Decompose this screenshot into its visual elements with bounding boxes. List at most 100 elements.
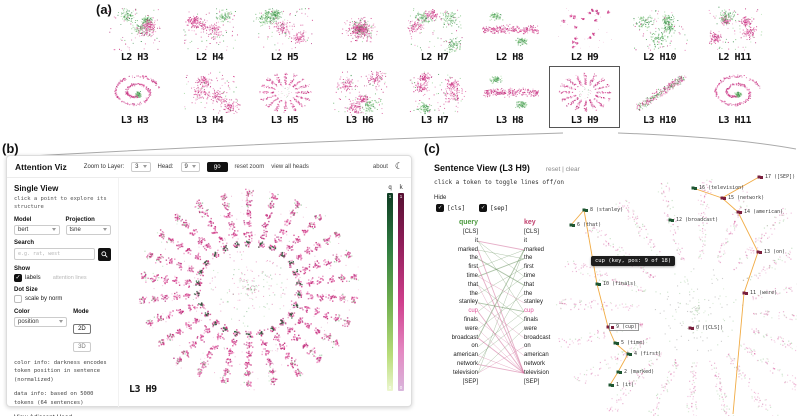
data-info-text: data info: based on 5000 tokens (64 sent… xyxy=(14,391,94,406)
head-thumb-label: L2 H9 xyxy=(570,52,599,63)
key-token[interactable]: the xyxy=(524,290,533,297)
token-columns: query [CLS] it marked the first time that the sta… xyxy=(428,218,578,390)
chevron-down-icon xyxy=(142,165,147,168)
layer-select[interactable]: 3 xyxy=(131,161,151,172)
key-token[interactable]: stanley xyxy=(524,299,544,306)
query-token[interactable]: cup xyxy=(468,308,478,315)
key-token[interactable]: it xyxy=(524,237,527,244)
key-token[interactable]: were xyxy=(524,325,538,332)
head-scatter-thumb xyxy=(402,67,467,117)
query-token[interactable]: it xyxy=(475,237,478,244)
query-token[interactable]: [SEP] xyxy=(462,378,478,385)
panel-b-label: (b) xyxy=(2,141,19,156)
head-select[interactable]: 9 xyxy=(180,161,200,172)
model-select[interactable]: bert xyxy=(14,224,60,235)
projection-select[interactable]: tsne xyxy=(65,224,111,235)
query-token[interactable]: finals xyxy=(463,316,478,323)
query-token[interactable]: the xyxy=(469,255,478,262)
color-label: Color xyxy=(14,308,30,315)
plot-head-label: L3 H9 xyxy=(129,384,157,395)
reset-zoom-link[interactable]: reset zoom xyxy=(234,163,265,170)
key-token[interactable]: [CLS] xyxy=(524,229,540,235)
legend-top-value: 1 xyxy=(399,194,403,199)
head-thumb-label: L3 H6 xyxy=(345,115,374,126)
mode-2d-button[interactable]: 2D xyxy=(73,323,91,334)
query-token[interactable]: stanley xyxy=(458,299,478,306)
scale-by-norm-label: scale by norm xyxy=(25,295,63,302)
key-token[interactable]: broadcast xyxy=(524,334,551,341)
query-legend-label: q xyxy=(388,184,392,191)
single-view-title: Single View xyxy=(14,184,59,193)
key-token[interactable]: [SEP] xyxy=(524,378,540,385)
key-token[interactable]: on xyxy=(524,343,531,350)
key-token-column: key [CLS] it marked the first time that the stanl… xyxy=(524,218,574,386)
hide-cls-label: [cls] xyxy=(447,204,466,212)
color-select-value: position xyxy=(18,318,39,325)
head-thumb-label: L3 H9 xyxy=(570,115,599,126)
query-token[interactable]: first xyxy=(468,264,478,271)
query-column-header: query xyxy=(458,219,478,226)
show-label: Show xyxy=(14,265,30,272)
key-token[interactable]: cup xyxy=(524,308,534,315)
key-gradient-bar: 1 0 xyxy=(398,193,404,391)
search-input[interactable] xyxy=(14,248,95,260)
head-scatter-thumb xyxy=(177,4,242,54)
query-token[interactable]: were xyxy=(464,325,478,332)
key-token[interactable]: television xyxy=(524,369,550,376)
view-all-heads-link[interactable]: view all heads xyxy=(271,163,309,170)
key-token[interactable]: that xyxy=(524,281,535,288)
head-scatter-thumb xyxy=(702,4,767,54)
key-token[interactable]: finals xyxy=(524,316,539,323)
scale-by-norm-checkbox[interactable] xyxy=(14,294,22,303)
query-token[interactable]: network xyxy=(456,360,478,367)
projection-select-value: tsne xyxy=(69,226,81,233)
key-token[interactable]: american xyxy=(524,352,549,359)
about-link[interactable]: about xyxy=(372,163,388,170)
head-grid: L2 H3 L2 H4 L2 H5 L2 H6 L2 H7 L2 H8 L2 H9 L2 H1… xyxy=(99,3,770,128)
head-scatter-thumb xyxy=(552,67,617,117)
key-token[interactable]: time xyxy=(524,272,536,279)
head-thumb-label: L3 H3 xyxy=(120,115,149,126)
query-token[interactable]: american xyxy=(453,352,478,359)
key-token[interactable]: marked xyxy=(524,246,545,253)
key-token[interactable]: the xyxy=(524,255,533,262)
query-token[interactable]: [CLS] xyxy=(462,229,478,235)
key-token[interactable]: network xyxy=(524,360,546,367)
go-button[interactable]: go xyxy=(206,161,228,172)
head-thumb-label: L2 H11 xyxy=(717,52,752,63)
query-token[interactable]: television xyxy=(452,369,478,376)
head-thumbnail-l3-h7: L3 H7 xyxy=(399,66,470,128)
hide-sep-checkbox[interactable]: ✓ xyxy=(479,204,488,212)
head-thumbnail-l2-h9: L2 H9 xyxy=(549,3,620,65)
model-select-value: bert xyxy=(18,226,29,233)
head-scatter-thumb xyxy=(402,4,467,54)
attention-lines-label[interactable]: attention lines xyxy=(52,274,87,281)
attention-viz-toolbar: Attention Viz Zoom to Layer: 3 Head: 9 g… xyxy=(7,156,411,178)
query-token[interactable]: that xyxy=(467,281,478,288)
head-thumbnail-l2-h7: L2 H7 xyxy=(399,3,470,65)
attention-viz-card: Attention Viz Zoom to Layer: 3 Head: 9 g… xyxy=(6,155,412,416)
head-thumbnail-l3-h5: L3 H5 xyxy=(249,66,320,128)
color-legend: q 1 0 k 1 0 xyxy=(387,184,404,391)
color-select[interactable]: position xyxy=(14,316,68,327)
labels-checkbox[interactable]: ✓ xyxy=(14,273,22,282)
query-token[interactable]: on xyxy=(471,343,478,350)
legend-bottom-value: 0 xyxy=(388,385,392,390)
head-thumbnail-l2-h5: L2 H5 xyxy=(249,3,320,65)
query-token[interactable]: the xyxy=(469,290,478,297)
search-icon xyxy=(101,250,108,258)
head-thumb-label: L2 H7 xyxy=(420,52,449,63)
query-gradient-bar: 1 0 xyxy=(387,193,393,391)
embedding-plot-area: L3 H9 q 1 0 k 1 0 xyxy=(119,178,411,407)
labels-checkbox-label: labels xyxy=(25,274,41,281)
search-button[interactable] xyxy=(98,247,111,261)
query-token[interactable]: broadcast xyxy=(451,334,478,341)
sentence-scatter-plot[interactable] xyxy=(545,160,797,416)
embedding-scatter-plot[interactable] xyxy=(123,178,373,403)
query-token[interactable]: marked xyxy=(457,246,478,253)
query-token[interactable]: time xyxy=(466,272,478,279)
hide-cls-checkbox[interactable]: ✓ xyxy=(436,204,444,212)
moon-icon[interactable]: ☾ xyxy=(394,161,403,171)
mode-3d-button[interactable]: 3D xyxy=(73,341,91,352)
key-token[interactable]: first xyxy=(524,264,534,271)
